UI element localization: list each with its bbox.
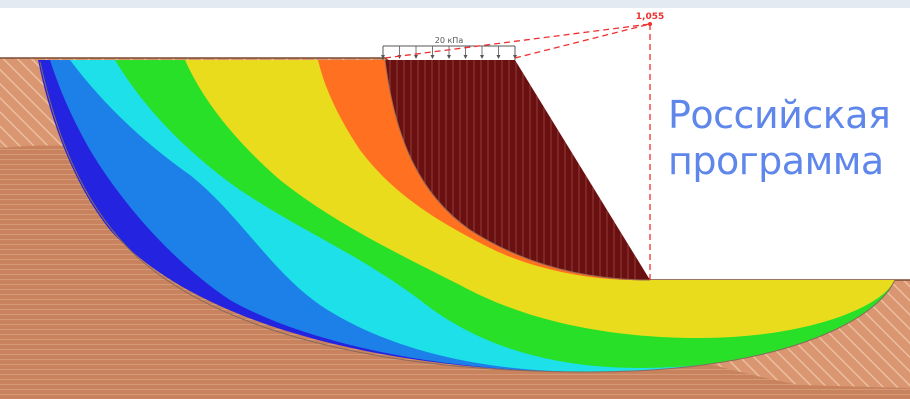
slip-center-point <box>648 22 652 26</box>
watermark-text: Российская программа <box>668 92 891 184</box>
critical-slip-surface <box>39 61 896 373</box>
slip-circle-outline <box>384 59 651 281</box>
dashed-line-top-left <box>384 23 651 59</box>
load-arrow-head <box>430 55 435 59</box>
watermark-line-2: программа <box>668 139 884 183</box>
zone-dark-red-core <box>385 60 650 280</box>
dashed-line-top-right <box>514 23 651 59</box>
load-arrow-head <box>463 55 468 59</box>
safety-factor-label: 1,055 <box>636 12 664 22</box>
distributed-load <box>381 45 517 60</box>
load-label: 20 кПа <box>435 36 464 45</box>
load-arrow-head <box>447 55 451 59</box>
load-arrow-head <box>480 55 484 59</box>
load-arrow-head <box>381 55 385 59</box>
top-strip <box>0 0 910 8</box>
watermark-line-1: Российская <box>668 93 891 137</box>
load-arrow-head <box>414 55 418 59</box>
load-arrow-head <box>513 55 517 59</box>
load-arrow-head <box>496 55 501 59</box>
